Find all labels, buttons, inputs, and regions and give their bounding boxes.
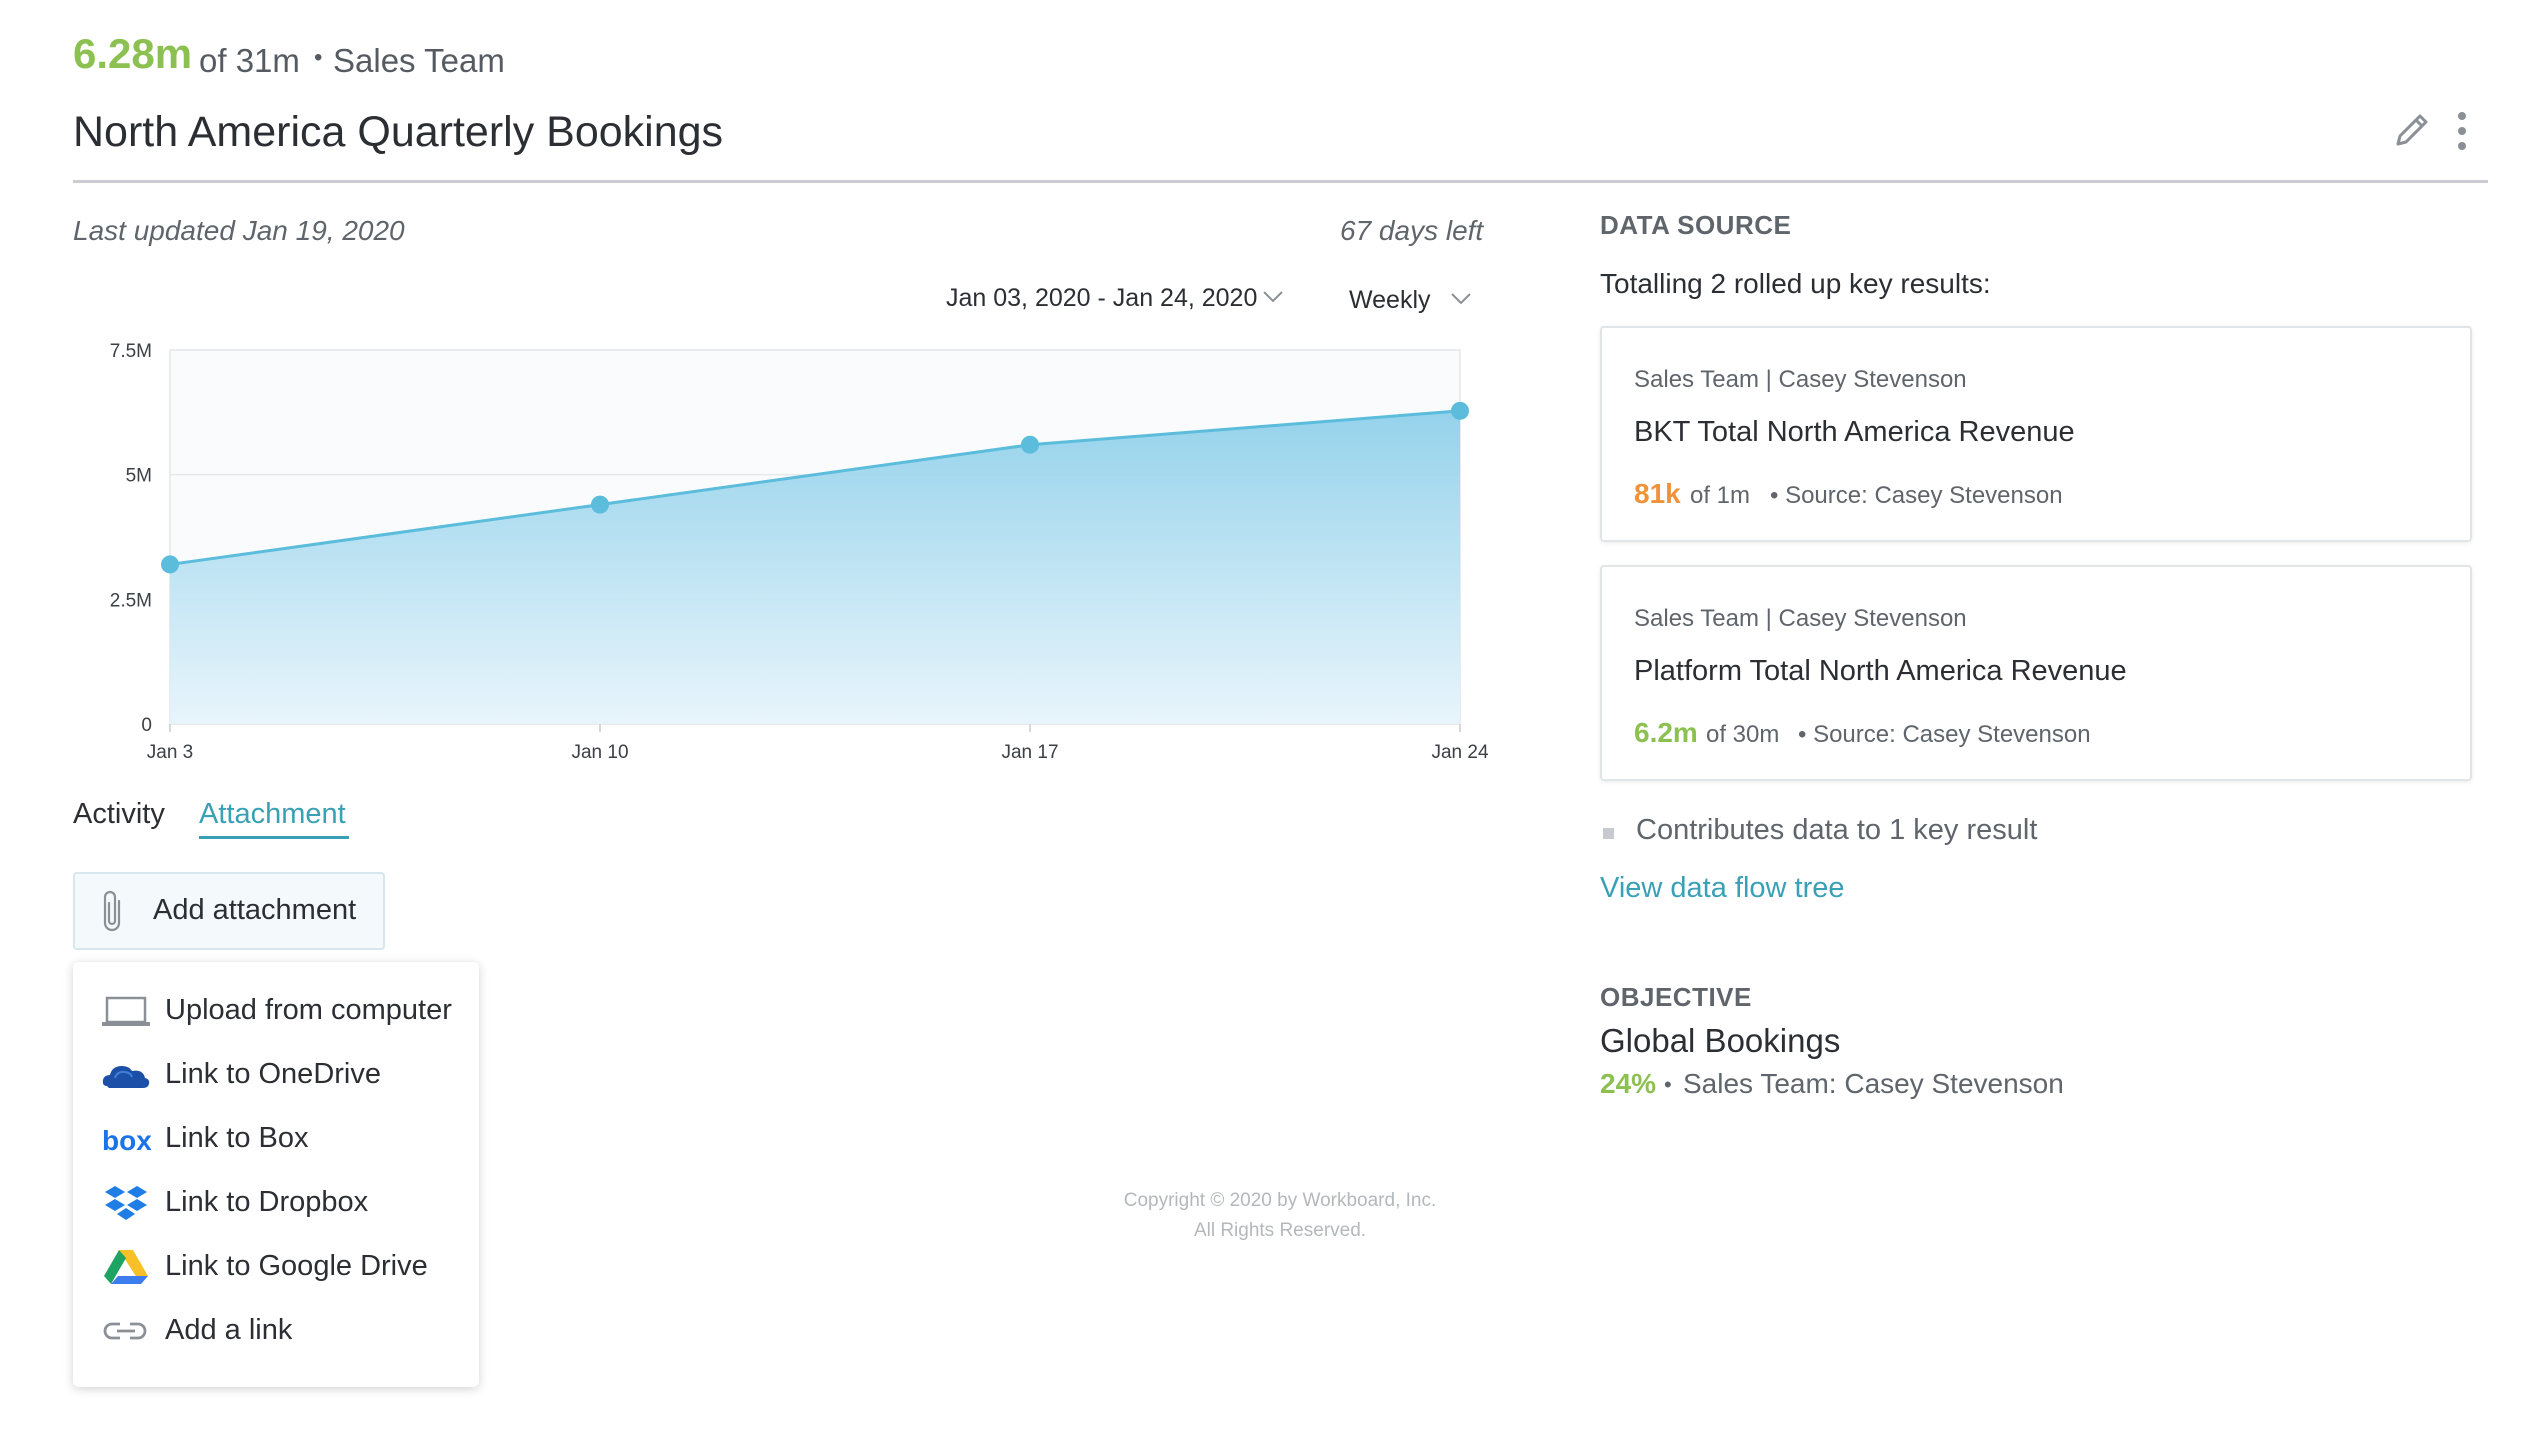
attachment-menu: Upload from computer Link to OneDrive bo… (73, 962, 479, 1387)
card-value: 6.2m (1634, 717, 1698, 748)
menu-item-label: Link to Google Drive (165, 1250, 428, 1282)
card-source: • Source: Casey Stevenson (1770, 482, 2063, 509)
key-result-card[interactable]: Sales Team | Casey Stevenson Platform To… (1600, 565, 2472, 781)
copyright: Copyright © 2020 by Workboard, Inc. (1123, 1190, 1437, 1211)
tab-attachment[interactable]: Attachment (199, 798, 346, 830)
y-tick-label: 0 (141, 715, 152, 736)
card-title: BKT Total North America Revenue (1634, 416, 2075, 448)
progress-value: 6.28m (73, 30, 193, 77)
data-point[interactable] (161, 555, 179, 574)
menu-item-label: Link to OneDrive (165, 1058, 381, 1090)
link-icon (103, 1322, 147, 1340)
menu-item-dropbox[interactable]: Link to Dropbox (73, 1172, 479, 1232)
chevron-down-icon[interactable] (1262, 290, 1284, 304)
menu-item-box[interactable]: box Link to Box (73, 1108, 479, 1168)
y-tick-label: 2.5M (110, 590, 152, 611)
card-owner: Sales Team | Casey Stevenson (1634, 366, 1967, 393)
tab-activity[interactable]: Activity (73, 798, 165, 830)
onedrive-icon (102, 1066, 150, 1088)
menu-item-label: Add a link (165, 1314, 293, 1346)
data-point[interactable] (1451, 401, 1469, 420)
page-title: North America Quarterly Bookings (73, 108, 724, 156)
days-left: 67 days left (1340, 215, 1484, 246)
header-separator: • (314, 44, 323, 71)
series-line (169, 409, 1461, 566)
menu-item-upload-computer[interactable]: Upload from computer (73, 980, 479, 1040)
last-updated: Last updated Jan 19, 2020 (73, 215, 405, 246)
google-drive-icon (104, 1250, 148, 1284)
x-tick-label: Jan 24 (1431, 742, 1488, 763)
bookings-chart: 0 2.5M 5M 7.5M Jan 3 Jan 10 Jan 17 Jan 24 (110, 341, 1489, 763)
add-attachment-label: Add attachment (153, 894, 357, 926)
menu-item-google-drive[interactable]: Link to Google Drive (73, 1236, 479, 1296)
menu-item-onedrive[interactable]: Link to OneDrive (73, 1044, 479, 1104)
contributes-text: Contributes data to 1 key result (1636, 814, 2038, 846)
objective-title[interactable]: Global Bookings (1600, 1022, 1841, 1059)
view-data-flow-link[interactable]: View data flow tree (1600, 872, 1845, 904)
area-fill (170, 410, 1460, 724)
objective-percent: 24% (1600, 1068, 1657, 1099)
x-tick-label: Jan 3 (147, 742, 193, 763)
dropbox-icon (105, 1186, 147, 1220)
paperclip-icon (103, 890, 121, 932)
x-tick-label: Jan 17 (1001, 742, 1058, 763)
objective-owner: Sales Team: Casey Stevenson (1683, 1068, 2064, 1099)
progress-target: of 31m (199, 42, 300, 79)
menu-item-add-link[interactable]: Add a link (73, 1300, 479, 1360)
objective-separator: • (1664, 1072, 1672, 1097)
header-divider (73, 180, 2488, 183)
date-range-select[interactable]: Jan 03, 2020 - Jan 24, 2020 (946, 284, 1258, 312)
menu-item-label: Link to Box (165, 1122, 309, 1154)
objective-heading: OBJECTIVE (1600, 982, 1752, 1012)
vertical-dots-icon[interactable] (2452, 110, 2472, 154)
laptop-icon (102, 996, 150, 1026)
card-target: of 1m (1690, 482, 1751, 509)
pencil-icon[interactable] (2390, 108, 2434, 152)
y-tick-label: 7.5M (110, 341, 152, 362)
x-tick-label: Jan 10 (571, 742, 628, 763)
chevron-down-icon[interactable] (1450, 292, 1472, 306)
box-logo-text: box (102, 1125, 151, 1156)
data-point[interactable] (591, 495, 609, 514)
card-source: • Source: Casey Stevenson (1798, 721, 2091, 748)
card-target: of 30m (1706, 721, 1780, 748)
team-name: Sales Team (333, 42, 505, 79)
data-source-total: Totalling 2 rolled up key results: (1600, 268, 1991, 299)
add-attachment-button[interactable]: Add attachment (73, 872, 385, 950)
period-select[interactable]: Weekly (1349, 286, 1431, 314)
key-result-card[interactable]: Sales Team | Casey Stevenson BKT Total N… (1600, 326, 2472, 542)
y-tick-label: 5M (126, 466, 152, 487)
bullet-marker (1603, 828, 1614, 839)
active-tab-indicator (199, 836, 349, 839)
card-value: 81k (1634, 478, 1681, 509)
card-title: Platform Total North America Revenue (1634, 655, 2127, 687)
card-owner: Sales Team | Casey Stevenson (1634, 605, 1967, 632)
box-icon: box (102, 1125, 151, 1156)
menu-item-label: Link to Dropbox (165, 1186, 369, 1218)
rights: All Rights Reserved. (1193, 1220, 1367, 1241)
data-point[interactable] (1021, 435, 1039, 454)
data-source-heading: DATA SOURCE (1600, 210, 1792, 240)
menu-item-label: Upload from computer (165, 994, 452, 1026)
